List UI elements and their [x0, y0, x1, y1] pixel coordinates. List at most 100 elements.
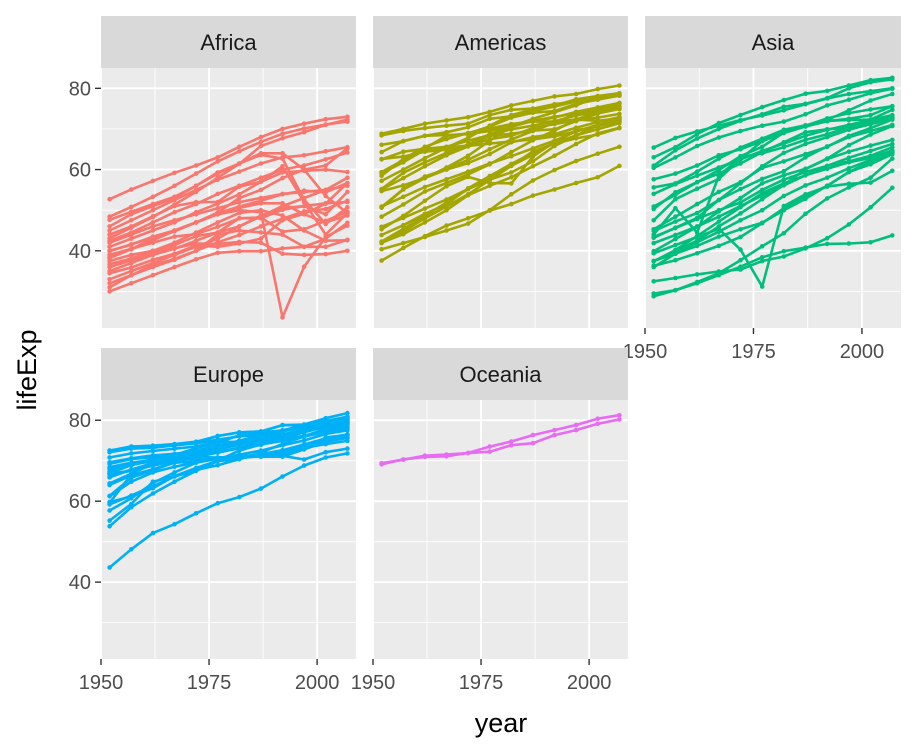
data-point — [759, 113, 765, 118]
x-tick-label: 1975 — [731, 341, 776, 363]
data-point — [129, 242, 134, 247]
data-point — [781, 193, 787, 199]
series-line — [380, 91, 620, 183]
data-point — [617, 93, 622, 98]
series-line — [653, 145, 893, 239]
data-point — [301, 434, 307, 440]
data-point — [738, 186, 743, 192]
data-point — [651, 218, 656, 223]
data-point — [673, 236, 678, 242]
data-point — [150, 228, 156, 233]
data-point — [617, 144, 622, 150]
data-point — [694, 163, 700, 168]
data-point — [694, 129, 700, 134]
data-point — [595, 105, 600, 110]
data-point — [846, 91, 852, 97]
data-point — [868, 162, 873, 167]
data-point — [716, 209, 722, 214]
data-point — [846, 116, 852, 122]
data-point — [694, 224, 700, 230]
data-point — [301, 199, 307, 205]
data-point — [258, 161, 264, 166]
data-point — [716, 197, 722, 203]
data-point — [215, 433, 220, 439]
data-point — [215, 241, 220, 247]
data-point — [422, 121, 428, 126]
data-point — [617, 412, 622, 418]
data-point — [150, 461, 156, 467]
data-point — [258, 486, 264, 491]
data-point — [129, 460, 134, 466]
data-point — [509, 161, 514, 167]
data-point — [422, 189, 428, 194]
data-point — [694, 233, 700, 239]
data-point — [673, 190, 678, 195]
data-point — [280, 167, 285, 172]
data-point — [781, 231, 787, 236]
data-point — [345, 210, 350, 216]
series-line — [653, 157, 894, 295]
series-line — [653, 118, 893, 231]
data-point — [345, 223, 350, 228]
series-line — [109, 415, 348, 485]
data-point — [401, 194, 406, 200]
data-point — [487, 162, 493, 167]
data-point — [172, 252, 177, 258]
data-point — [129, 496, 134, 501]
data-point — [280, 251, 285, 256]
data-point — [129, 260, 134, 266]
series-line — [108, 152, 349, 228]
data-point — [617, 100, 622, 106]
data-point — [301, 438, 307, 443]
data-point — [193, 511, 199, 516]
data-point — [323, 193, 329, 199]
data-point — [509, 153, 514, 159]
data-point — [759, 144, 765, 150]
data-point — [716, 171, 722, 176]
data-point — [738, 195, 743, 201]
data-point — [150, 203, 156, 209]
data-point — [738, 227, 743, 232]
data-point — [215, 230, 220, 235]
data-point — [345, 114, 350, 120]
data-point — [345, 414, 350, 419]
data-point — [673, 242, 678, 248]
data-point — [193, 460, 199, 466]
data-point — [301, 189, 307, 195]
data-point — [301, 153, 307, 158]
data-point — [673, 251, 678, 256]
data-point — [379, 204, 384, 210]
data-point — [651, 291, 656, 296]
data-point — [215, 250, 220, 256]
data-point — [301, 228, 307, 233]
data-point — [509, 114, 514, 119]
facet-strip-label: Europe — [193, 362, 264, 387]
data-point — [422, 174, 428, 179]
data-point — [487, 147, 493, 152]
data-point — [803, 246, 808, 251]
data-point — [890, 149, 895, 154]
data-point — [890, 91, 895, 97]
data-point — [868, 132, 873, 137]
data-point — [465, 160, 471, 166]
data-point — [868, 205, 873, 210]
data-point — [258, 151, 264, 156]
series-line — [652, 78, 893, 167]
data-point — [673, 257, 678, 263]
data-point — [172, 464, 177, 470]
data-point — [237, 456, 242, 462]
data-point — [323, 449, 329, 455]
data-point — [738, 247, 743, 252]
data-point — [280, 136, 285, 141]
data-point — [237, 216, 242, 221]
data-point — [107, 254, 112, 260]
data-point — [345, 435, 350, 441]
data-point — [694, 136, 700, 141]
data-point — [193, 449, 199, 454]
data-point — [301, 244, 307, 250]
data-point — [323, 220, 329, 225]
data-point — [345, 169, 350, 175]
data-point — [651, 240, 656, 246]
data-point — [716, 126, 722, 132]
data-point — [673, 232, 678, 238]
